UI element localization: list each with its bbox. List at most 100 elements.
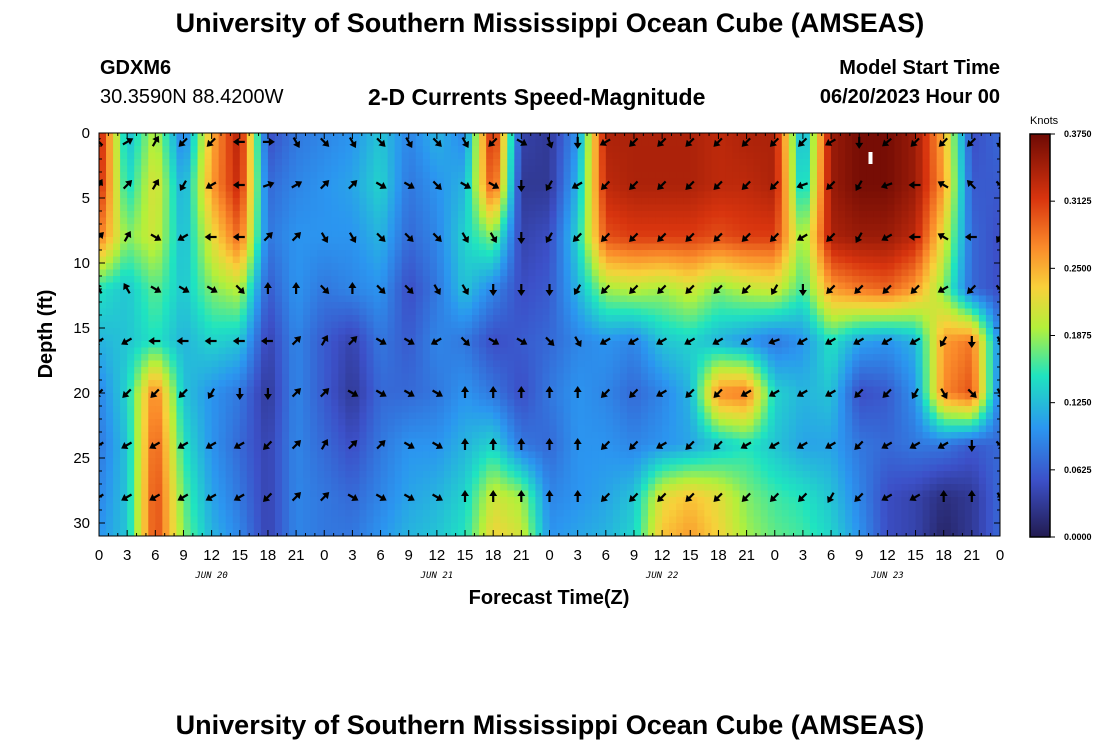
heatmap-cell — [415, 341, 424, 349]
heatmap-cell — [697, 185, 705, 193]
heatmap-cell — [190, 282, 199, 290]
heatmap-cell — [859, 146, 867, 154]
heatmap-cell — [176, 146, 185, 154]
heatmap-cell — [197, 263, 206, 271]
heatmap-cell — [732, 373, 741, 381]
heatmap-cell — [612, 367, 621, 375]
heatmap-cell — [605, 204, 614, 212]
heatmap-cell — [936, 159, 945, 167]
heatmap-cell — [169, 178, 178, 186]
heatmap-cell — [303, 133, 311, 141]
heatmap-cell — [633, 165, 642, 173]
heatmap-cell — [866, 328, 874, 336]
heatmap-cell — [246, 204, 255, 212]
heatmap-cell — [162, 250, 170, 258]
heatmap-cell — [211, 230, 220, 238]
heatmap-cell — [894, 367, 903, 375]
heatmap-cell — [845, 328, 853, 336]
heatmap-cell — [472, 373, 480, 381]
heatmap-cell — [211, 328, 220, 336]
heatmap-cell — [774, 321, 783, 329]
heatmap-cell — [943, 211, 952, 219]
heatmap-cell — [774, 204, 783, 212]
heatmap-cell — [809, 159, 818, 167]
heatmap-cell — [500, 237, 508, 245]
heatmap-cell — [352, 211, 361, 219]
heatmap-cell — [246, 152, 255, 160]
heatmap-cell — [169, 146, 178, 154]
heatmap-cell — [127, 367, 135, 375]
heatmap-cell — [521, 146, 529, 154]
heatmap-cell — [704, 347, 712, 355]
heatmap-cell — [838, 146, 846, 154]
heatmap-cell — [781, 328, 790, 336]
heatmap-cell — [957, 328, 966, 336]
heatmap-cell — [795, 360, 804, 368]
heatmap-cell — [380, 256, 389, 264]
heatmap-cell — [274, 328, 283, 336]
heatmap-cell — [901, 237, 910, 245]
heatmap-cell — [626, 334, 635, 342]
heatmap-cell — [697, 146, 705, 154]
heatmap-cell — [472, 237, 480, 245]
heatmap-cell — [816, 159, 825, 167]
heatmap-cell — [838, 367, 846, 375]
heatmap-cell — [387, 341, 396, 349]
heatmap-cell — [648, 133, 656, 141]
heatmap-cell — [141, 256, 149, 264]
heatmap-cell — [155, 159, 163, 167]
heatmap-cell — [936, 146, 945, 154]
heatmap-cell — [563, 250, 572, 258]
heatmap-cell — [317, 243, 325, 251]
heatmap-cell — [648, 198, 656, 206]
heatmap-cell — [387, 289, 396, 297]
heatmap-cell — [232, 269, 241, 277]
heatmap-cell — [950, 185, 959, 193]
heatmap-cell — [465, 367, 473, 375]
heatmap-cell — [690, 367, 698, 375]
heatmap-cell — [683, 146, 691, 154]
heatmap-cell — [352, 185, 361, 193]
heatmap-cell — [598, 146, 607, 154]
heatmap-cell — [619, 328, 628, 336]
heatmap-cell — [641, 204, 649, 212]
heatmap-cell — [964, 347, 973, 355]
heatmap-cell — [218, 165, 227, 173]
heatmap-cell — [563, 334, 572, 342]
heatmap-cell — [795, 295, 804, 303]
heatmap-cell — [373, 217, 382, 225]
heatmap-cell — [788, 224, 797, 232]
heatmap-cell — [331, 159, 339, 167]
heatmap-cell — [225, 217, 234, 225]
heatmap-cell — [859, 185, 867, 193]
heatmap-cell — [450, 159, 459, 167]
heatmap-cell — [746, 269, 755, 277]
heatmap-cell — [725, 185, 734, 193]
heatmap-cell — [774, 198, 783, 206]
heatmap-cell — [845, 217, 853, 225]
heatmap-cell — [859, 347, 867, 355]
heatmap-cell — [253, 224, 262, 232]
heatmap-cell — [831, 328, 839, 336]
heatmap-cell — [584, 237, 593, 245]
heatmap-cell — [127, 321, 135, 329]
heatmap-cell — [957, 152, 966, 160]
heatmap-cell — [655, 334, 663, 342]
heatmap-cell — [633, 373, 642, 381]
heatmap-cell — [788, 282, 797, 290]
heatmap-cell — [493, 146, 501, 154]
heatmap-cell — [429, 139, 438, 147]
heatmap-cell — [106, 204, 114, 212]
heatmap-cell — [788, 159, 797, 167]
heatmap-cell — [99, 295, 107, 303]
heatmap-cell — [99, 328, 107, 336]
heatmap-cell — [113, 243, 121, 251]
heatmap-cell — [493, 276, 501, 284]
heatmap-cell — [190, 373, 199, 381]
heatmap-cell — [753, 204, 762, 212]
heatmap-cell — [922, 178, 931, 186]
heatmap-cell — [394, 328, 403, 336]
heatmap-cell — [753, 276, 762, 284]
heatmap-cell — [267, 341, 276, 349]
heatmap-cell — [155, 217, 163, 225]
